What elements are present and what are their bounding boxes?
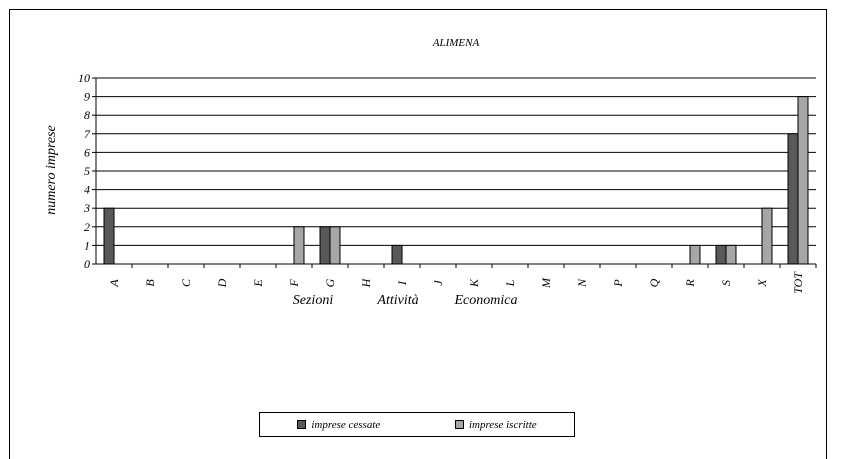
legend-swatch-cessate [297, 420, 307, 429]
bar-iscritte-tot [797, 96, 809, 265]
bar-cessate-a [103, 207, 115, 265]
chart-title: ALIMENA [432, 37, 480, 49]
legend: imprese cessate imprese iscritte [259, 412, 575, 437]
x-tick-label: H [359, 277, 373, 288]
bar-iscritte-r [689, 244, 701, 265]
x-axis-label-word-2: Attività [376, 293, 418, 308]
y-tick-label: 2 [84, 220, 90, 234]
bar-iscritte-x [761, 207, 773, 265]
x-tick-label: X [755, 279, 769, 288]
x-tick-label: I [395, 280, 409, 286]
x-tick-label: G [323, 278, 337, 287]
x-tick-label: B [143, 279, 157, 287]
y-tick-label: 4 [84, 183, 90, 197]
y-tick-label: 7 [84, 127, 91, 141]
bar-iscritte-g [329, 226, 341, 265]
bar-cessate-s [715, 244, 727, 265]
x-tick-label: R [683, 279, 697, 288]
gridlines [92, 77, 817, 268]
x-axis-label-word-3: Economica [454, 293, 518, 308]
legend-item-iscritte: imprese iscritte [454, 418, 537, 431]
x-tick-label: L [503, 279, 517, 287]
x-tick-label: TOT [791, 271, 805, 294]
x-tick-label: N [575, 278, 589, 288]
x-tick-label: D [215, 278, 229, 288]
y-tick-label: 6 [84, 145, 90, 159]
bar-cessate-g [319, 226, 331, 265]
legend-label-cessate: imprese cessate [311, 418, 381, 431]
x-tick-label: E [251, 279, 265, 288]
x-tick-labels: A B C D E F G H I J K L M N P Q R S X TOT [107, 271, 805, 294]
y-tick-labels: 0 1 2 3 4 5 6 7 8 9 10 [78, 71, 91, 271]
bar-iscritte-f [293, 226, 305, 265]
x-tick-label: M [539, 277, 553, 289]
y-tick-label: 8 [84, 108, 90, 122]
x-tick-label: C [179, 278, 193, 287]
bar-cessate-i [391, 244, 403, 265]
x-tick-label: P [611, 279, 625, 288]
bars [103, 96, 809, 265]
legend-swatch-iscritte [454, 420, 464, 429]
bar-cessate-tot [787, 133, 799, 265]
x-tick-label: Q [647, 278, 661, 287]
y-tick-label: 5 [84, 164, 90, 178]
legend-item-cessate: imprese cessate [297, 419, 380, 431]
x-tick-label: J [431, 280, 445, 286]
y-tick-label: 0 [84, 257, 90, 271]
y-tick-label: 3 [83, 201, 90, 215]
y-axis-label: numero imprese [44, 125, 59, 215]
legend-label-iscritte: imprese iscritte [468, 418, 537, 431]
x-tick-label: F [287, 279, 301, 288]
y-tick-label: 1 [84, 238, 90, 252]
x-tick-label: S [719, 280, 733, 286]
chart-frame [9, 9, 827, 459]
y-tick-label: 10 [78, 71, 90, 85]
y-tick-label: 9 [84, 90, 90, 104]
bar-iscritte-s [725, 244, 737, 265]
x-axis-label-word-1: Sezioni [293, 293, 334, 308]
x-tick-label: A [107, 279, 121, 288]
x-tick-label: K [467, 278, 481, 288]
